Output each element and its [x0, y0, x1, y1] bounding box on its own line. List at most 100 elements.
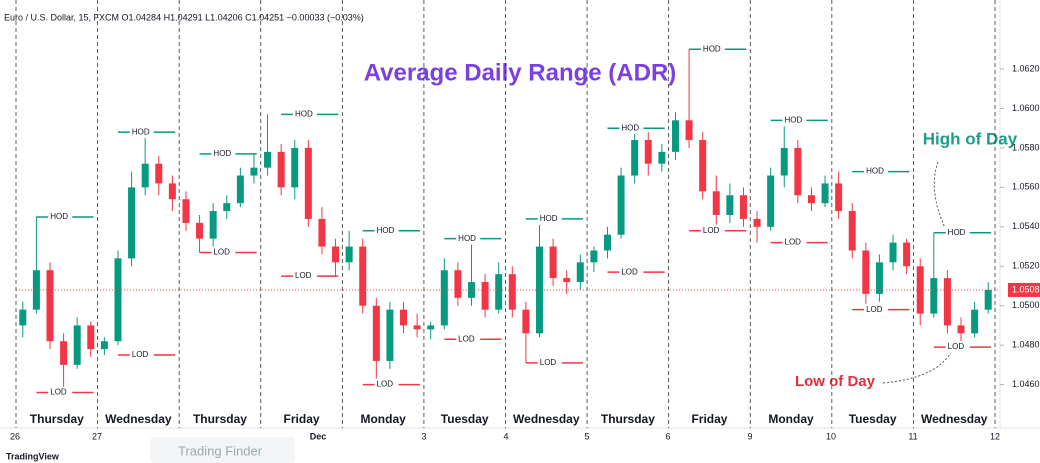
candle-body — [495, 274, 503, 310]
candle-body — [168, 183, 176, 200]
candle-body — [957, 325, 965, 334]
candle-body — [726, 195, 734, 215]
candle-body — [155, 163, 163, 184]
candle-body — [277, 151, 285, 188]
lod-label-bg — [700, 224, 725, 237]
hod-label: HOD — [132, 127, 150, 136]
day-label: Wednesday — [921, 412, 988, 426]
y-tick-label: 1.0460 — [1012, 379, 1040, 389]
hod-label: HOD — [213, 149, 231, 158]
x-tick-label: 11 — [908, 431, 917, 441]
candle-body — [699, 140, 707, 192]
hod-label: HOD — [295, 110, 313, 119]
candle-body — [304, 147, 312, 219]
x-tick-label: 4 — [503, 431, 508, 441]
candle-body — [658, 151, 666, 164]
candle-body — [807, 195, 815, 204]
candle-body — [332, 246, 340, 263]
x-tick-label: 27 — [92, 431, 102, 441]
lod-label-bg — [129, 349, 154, 362]
candle-body — [250, 167, 258, 176]
lod-label-bg — [456, 333, 481, 346]
candle-body — [400, 309, 408, 326]
candle-body — [19, 309, 27, 326]
candle-body — [644, 140, 652, 164]
y-tick-label: 1.0520 — [1012, 261, 1040, 271]
day-label: Tuesday — [849, 412, 897, 426]
candle-body — [196, 222, 204, 239]
day-label: Wednesday — [105, 412, 172, 426]
candle-body — [522, 309, 530, 334]
y-tick-label: 1.0580 — [1012, 142, 1040, 152]
candle-body — [413, 325, 421, 330]
hod-label-bg — [456, 232, 481, 245]
candle-body — [739, 195, 747, 219]
candle-body — [87, 325, 95, 350]
hod-label-bg — [537, 212, 562, 225]
candle-body — [223, 203, 231, 212]
lod-label: LOD — [377, 380, 394, 389]
candle-body — [345, 246, 353, 263]
candle-body — [100, 341, 108, 350]
day-label: Tuesday — [441, 412, 489, 426]
lod-label-bg — [945, 341, 970, 354]
hod-label-bg — [211, 147, 236, 160]
day-label: Monday — [768, 412, 814, 426]
candle-body — [440, 270, 448, 326]
candle-body — [264, 151, 272, 168]
lod-label: LOD — [295, 271, 312, 280]
candle-body — [903, 242, 911, 267]
candle-body — [128, 187, 136, 259]
hod-label-bg — [864, 165, 889, 178]
hod-label: HOD — [703, 44, 721, 53]
candle-body — [468, 282, 476, 298]
lod-label: LOD — [703, 226, 720, 235]
candle-body — [359, 246, 367, 306]
hod-label: HOD — [621, 123, 639, 132]
hod-label: HOD — [377, 226, 395, 235]
candle-body — [875, 262, 883, 294]
hod-label: HOD — [458, 234, 476, 243]
lod-label-bg — [619, 266, 644, 279]
hod-label-bg — [619, 122, 644, 135]
hod-label-bg — [129, 126, 154, 139]
candle-body — [862, 250, 870, 294]
x-tick-label: 9 — [747, 431, 752, 441]
lod-label-bg — [293, 270, 318, 283]
candle-body — [114, 258, 122, 342]
day-label: Monday — [360, 412, 406, 426]
lod-label-bg — [48, 386, 73, 399]
lod-label: LOD — [785, 238, 802, 247]
candle-body — [427, 325, 435, 330]
x-tick-label: Dec — [310, 431, 327, 441]
last-price-label: 1.0508 — [1012, 284, 1040, 294]
candle-body — [835, 183, 843, 212]
x-tick-label: 6 — [665, 431, 670, 441]
lod-label: LOD — [866, 305, 883, 314]
candle-body — [46, 270, 54, 342]
day-label: Wednesday — [513, 412, 580, 426]
lod-label: LOD — [213, 248, 230, 257]
x-tick-label: 5 — [584, 431, 589, 441]
candle-body — [889, 242, 897, 263]
lod-label: LOD — [540, 358, 557, 367]
day-label: Thursday — [30, 412, 84, 426]
hod-label-bg — [293, 108, 318, 121]
y-tick-label: 1.0620 — [1012, 63, 1040, 73]
candle-body — [794, 147, 802, 196]
hod-label: HOD — [785, 115, 803, 124]
day-label: Friday — [691, 412, 727, 426]
brand: TradingView — [6, 451, 60, 461]
x-tick-label: 3 — [421, 431, 426, 441]
candle-body — [32, 270, 40, 310]
candle-body — [916, 266, 924, 314]
candle-body — [481, 282, 489, 310]
hod-label: HOD — [540, 214, 558, 223]
hod-label: HOD — [866, 167, 884, 176]
candle-body — [930, 278, 938, 314]
candle-body — [182, 199, 190, 223]
hod-label-bg — [700, 43, 725, 56]
x-tick-label: 26 — [10, 431, 20, 441]
high-annotation: High of Day — [923, 129, 1018, 148]
